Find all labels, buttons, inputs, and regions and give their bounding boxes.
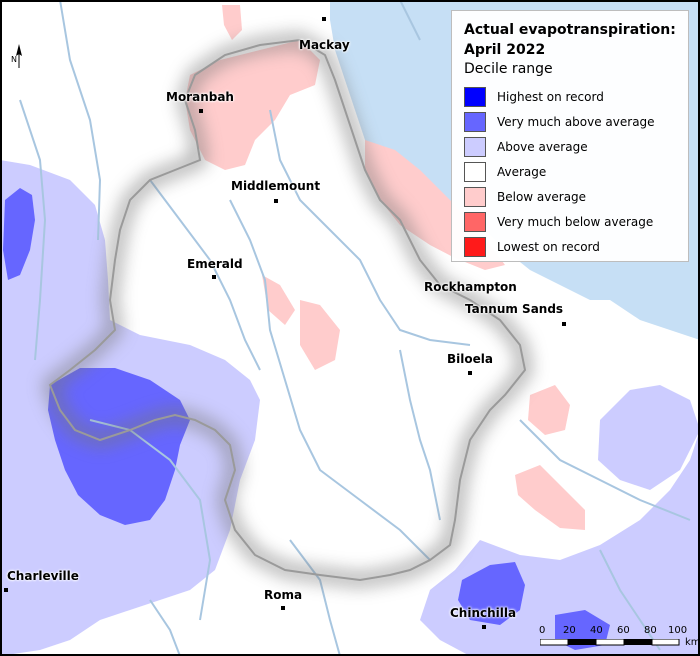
legend-item: Highest on record [464, 84, 688, 109]
legend-item: Very much above average [464, 109, 688, 134]
rivers [19, 0, 691, 656]
region-above-average-east2 [598, 385, 700, 490]
town-label-biloela: Biloela [447, 352, 493, 366]
scale-tick-label: 80 [644, 625, 657, 636]
town-label-charleville: Charleville [7, 569, 79, 583]
legend-item: Above average [464, 134, 688, 159]
scale-tick-label: 0 [539, 625, 546, 636]
region-very-much-above-chinchilla [458, 562, 525, 625]
town-marker-middlemount [274, 199, 278, 203]
region-below-average-mid [300, 300, 340, 370]
region-below-average-se2 [515, 465, 585, 530]
town-label-chinchilla: Chinchilla [450, 606, 517, 620]
town-marker-emerald [212, 275, 216, 279]
legend-item: Below average [464, 184, 688, 209]
town-marker-roma [281, 606, 285, 610]
scale-tick-label: 60 [617, 625, 630, 636]
town-label-middlemount: Middlemount [231, 179, 321, 193]
legend-swatch [464, 236, 486, 257]
legend-title-line1: Actual evapotranspiration: [464, 22, 676, 38]
legend-swatch [464, 86, 486, 107]
scale-tick-label: 100 [668, 625, 688, 636]
legend-swatch [464, 186, 486, 207]
region-below-average-n2 [222, 5, 242, 40]
region-below-average-se1 [528, 385, 570, 435]
legend-swatch [464, 136, 486, 157]
town-label-mackay: Mackay [299, 38, 350, 52]
scale-unit-label: km [685, 637, 700, 648]
legend-item-label: Above average [497, 139, 588, 154]
town-marker-chinchilla [482, 625, 486, 629]
legend-swatch [464, 161, 486, 182]
region-very-much-above-west [48, 368, 190, 525]
legend-title-line2: April 2022 [464, 42, 546, 58]
legend-item-label: Lowest on record [497, 239, 600, 254]
legend-item-label: Average [497, 164, 547, 179]
legend: Actual evapotranspiration: April 2022 De… [451, 10, 689, 262]
legend-item-label: Below average [497, 189, 587, 204]
town-label-moranbah: Moranbah [166, 90, 234, 104]
town-marker-tannum-sands [562, 322, 566, 326]
town-label-tannum-sands: Tannum Sands [465, 302, 564, 316]
legend-item: Very much below average [464, 209, 688, 234]
north-arrow-icon [16, 44, 22, 68]
scale-bar-graphic [540, 639, 680, 646]
scale-bar: 0 20 40 60 80 100 km [536, 625, 700, 653]
legend-item-label: Very much above average [497, 114, 655, 129]
basin-boundary [48, 38, 527, 582]
legend-subtitle: Decile range [464, 61, 553, 77]
legend-item-label: Highest on record [497, 89, 604, 104]
region-very-much-above-far-west [3, 188, 35, 280]
legend-item: Lowest on record [464, 234, 688, 259]
town-label-rockhampton: Rockhampton [424, 280, 517, 294]
town-label-roma: Roma [264, 588, 303, 602]
region-below-average-north [185, 40, 320, 170]
north-arrow-label: N [11, 55, 17, 64]
town-label-emerald: Emerald [187, 257, 243, 271]
legend-item-label: Very much below average [497, 214, 654, 229]
town-marker-mackay [322, 17, 326, 21]
town-marker-biloela [468, 371, 472, 375]
town-marker-moranbah [199, 109, 203, 113]
legend-item: Average [464, 159, 688, 184]
scale-tick-label: 20 [563, 625, 576, 636]
town-marker-charleville [4, 588, 8, 592]
region-below-average-mid2 [262, 275, 295, 325]
legend-swatch [464, 111, 486, 132]
scale-tick-label: 40 [590, 625, 603, 636]
legend-swatch [464, 211, 486, 232]
